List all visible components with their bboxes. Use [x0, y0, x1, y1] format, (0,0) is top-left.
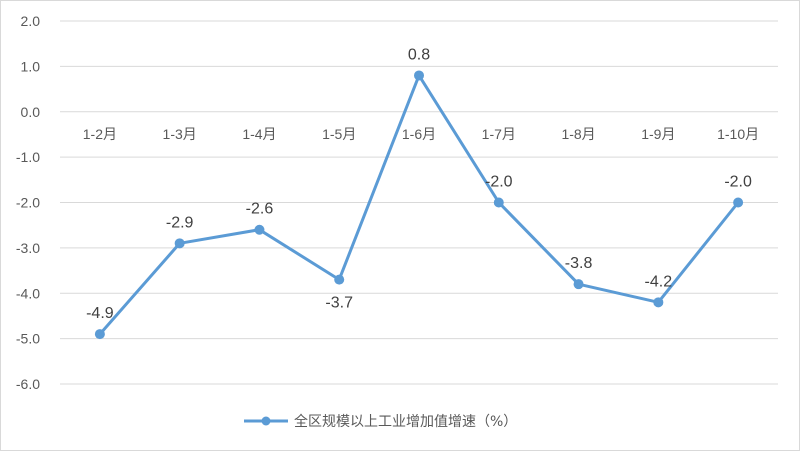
- x-tick-label: 1-2月: [83, 126, 117, 142]
- legend-marker: [261, 416, 271, 426]
- y-tick-label: -1.0: [16, 149, 40, 165]
- x-tick-label: 1-9月: [641, 126, 675, 142]
- y-tick-label: -5.0: [16, 331, 40, 347]
- y-tick-label: -4.0: [16, 285, 40, 301]
- data-point: [174, 238, 185, 249]
- x-tick-label: 1-5月: [322, 126, 356, 142]
- data-label: 0.8: [408, 46, 430, 63]
- data-point: [653, 297, 664, 308]
- gridlines: [60, 20, 778, 385]
- legend-series-name: 全区规模以上工业增加值增速（%）: [294, 413, 517, 430]
- data-label: -4.2: [645, 273, 673, 290]
- data-label: -2.6: [246, 201, 274, 218]
- y-axis-ticks: 2.0 1.0 0.0 -1.0 -2.0 -3.0 -4.0 -5.0 -6.0: [16, 13, 40, 392]
- x-tick-label: 1-10月: [717, 126, 759, 142]
- data-label: -2.9: [166, 214, 194, 231]
- x-axis-ticks: 1-2月 1-3月 1-4月 1-5月 1-6月 1-7月 1-8月 1-9月 1-10月: [83, 126, 759, 142]
- data-point: [414, 70, 424, 81]
- data-point: [573, 279, 584, 290]
- legend: 全区规模以上工业增加值增速（%）: [244, 413, 517, 430]
- data-point: [94, 329, 105, 340]
- data-point: [733, 197, 744, 208]
- data-label: -2.0: [724, 174, 752, 191]
- x-tick-label: 1-4月: [242, 126, 276, 142]
- data-labels: -4.9 -2.9 -2.6 -3.7 0.8 -2.0 -3.8 -4.2 -2.0: [86, 46, 752, 322]
- series-layer: [94, 70, 744, 340]
- data-label: -3.7: [325, 295, 353, 312]
- y-tick-label: 1.0: [21, 58, 41, 74]
- x-tick-label: 1-3月: [163, 126, 197, 142]
- x-tick-label: 1-8月: [561, 126, 595, 142]
- series-line: [98, 73, 740, 336]
- y-tick-label: 0.0: [21, 104, 41, 120]
- data-point: [334, 274, 345, 285]
- data-label: -4.9: [86, 305, 114, 322]
- y-tick-label: 2.0: [21, 13, 41, 29]
- data-label: -2.0: [485, 174, 513, 191]
- y-tick-label: -3.0: [16, 240, 40, 256]
- x-tick-label: 1-6月: [402, 126, 436, 142]
- x-tick-label: 1-7月: [482, 126, 516, 142]
- data-label: -3.8: [565, 255, 593, 272]
- data-point: [493, 197, 504, 208]
- data-point: [254, 224, 265, 235]
- y-tick-label: -2.0: [16, 195, 40, 211]
- y-tick-label: -6.0: [16, 376, 40, 392]
